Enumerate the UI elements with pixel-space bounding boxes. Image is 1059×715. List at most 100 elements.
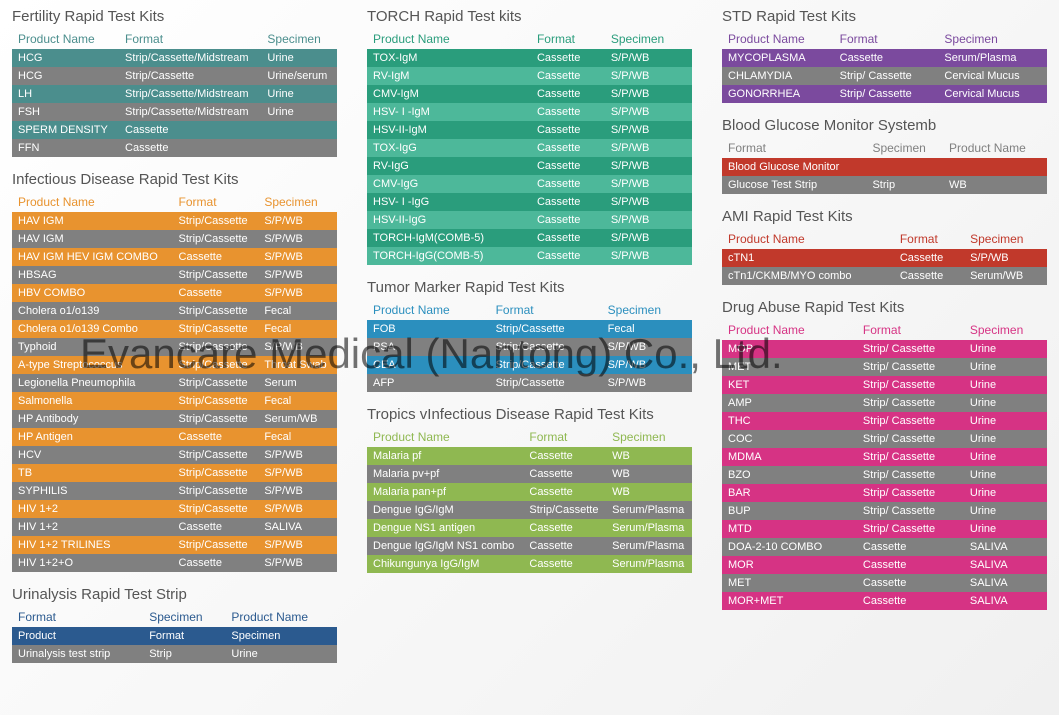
table-row: TOX-IgGCassetteS/P/WB bbox=[367, 139, 692, 157]
table-cell: Cassette bbox=[857, 574, 964, 592]
table-cell: MET bbox=[722, 358, 857, 376]
table-row: HIV 1+2Strip/CassetteS/P/WB bbox=[12, 500, 337, 518]
table-cell: Cassette bbox=[531, 157, 605, 175]
table-cell: Serum/Plasma bbox=[606, 501, 692, 519]
table-cell: Cassette bbox=[531, 139, 605, 157]
table-row: THCStrip/ CassetteUrine bbox=[722, 412, 1047, 430]
col-header: Product Name bbox=[367, 29, 531, 49]
table-cell: Cassette bbox=[531, 67, 605, 85]
table-cell: Strip/Cassette bbox=[490, 374, 602, 392]
table-row: FFNCassette bbox=[12, 139, 337, 157]
col-header: Product Name bbox=[225, 607, 337, 627]
table-cell: Strip/ Cassette bbox=[857, 358, 964, 376]
table-row: MOR+METCassetteSALIVA bbox=[722, 592, 1047, 610]
table-cell: Strip/Cassette bbox=[173, 266, 259, 284]
section-ami: AMI Rapid Test KitsProduct NameFormatSpe… bbox=[722, 208, 1047, 285]
table-cell: Cervical Mucus bbox=[938, 67, 1047, 85]
data-table: Product NameFormatSpecimenMOPStrip/ Cass… bbox=[722, 320, 1047, 610]
table-cell: FFN bbox=[12, 139, 119, 157]
table-cell: Strip/Cassette bbox=[173, 446, 259, 464]
table-cell: Salmonella bbox=[12, 392, 173, 410]
table-cell: RV-IgM bbox=[367, 67, 531, 85]
table-row: MORCassetteSALIVA bbox=[722, 556, 1047, 574]
table-cell: Cassette bbox=[523, 483, 606, 501]
table-cell: Cassette bbox=[531, 211, 605, 229]
table-cell: BZO bbox=[722, 466, 857, 484]
table-cell: Strip/Cassette bbox=[173, 320, 259, 338]
table-cell: Strip/ Cassette bbox=[857, 502, 964, 520]
table-row: BZOStrip/ CassetteUrine bbox=[722, 466, 1047, 484]
section-infectious: Infectious Disease Rapid Test KitsProduc… bbox=[12, 171, 337, 572]
table-cell: Strip/Cassette bbox=[490, 320, 602, 338]
table-cell: Urine bbox=[964, 412, 1047, 430]
table-cell: Strip/ Cassette bbox=[857, 394, 964, 412]
table-row: Blood Glucose Monitor bbox=[722, 158, 1047, 176]
table-cell: Strip/Cassette/Midstream bbox=[119, 85, 261, 103]
table-cell: S/P/WB bbox=[258, 230, 337, 248]
table-cell: HBV COMBO bbox=[12, 284, 173, 302]
table-cell: CHLAMYDIA bbox=[722, 67, 834, 85]
table-row: HAV IGMStrip/CassetteS/P/WB bbox=[12, 212, 337, 230]
table-cell: HCV bbox=[12, 446, 173, 464]
table-cell: Cassette bbox=[531, 229, 605, 247]
table-cell: PSA bbox=[367, 338, 490, 356]
table-cell: Cassette bbox=[531, 121, 605, 139]
table-cell: SALIVA bbox=[964, 574, 1047, 592]
table-cell: S/P/WB bbox=[602, 374, 692, 392]
table-row: TOX-IgMCassetteS/P/WB bbox=[367, 49, 692, 67]
table-cell: Urinalysis test strip bbox=[12, 645, 143, 663]
col-header: Specimen bbox=[258, 192, 337, 212]
col-header: Specimen bbox=[866, 138, 943, 158]
section-glucose: Blood Glucose Monitor SystembFormatSpeci… bbox=[722, 117, 1047, 194]
table-cell: Serum bbox=[258, 374, 337, 392]
table-cell: HSV- I -IgG bbox=[367, 193, 531, 211]
column-2: TORCH Rapid Test kitsProduct NameFormatS… bbox=[367, 8, 692, 677]
table-cell: Cassette bbox=[531, 85, 605, 103]
table-cell: Cassette bbox=[857, 538, 964, 556]
table-cell: Strip/Cassette bbox=[173, 500, 259, 518]
table-row: PSAStrip/CassetteS/P/WB bbox=[367, 338, 692, 356]
table-cell: Cassette bbox=[173, 428, 259, 446]
table-cell: Fecal bbox=[258, 302, 337, 320]
table-cell: S/P/WB bbox=[258, 284, 337, 302]
table-row: Malaria pv+pfCassetteWB bbox=[367, 465, 692, 483]
table-row: ProductFormatSpecimen bbox=[12, 627, 337, 645]
table-cell: MOR+MET bbox=[722, 592, 857, 610]
table-cell: Legionella Pneumophila bbox=[12, 374, 173, 392]
col-header: Specimen bbox=[261, 29, 337, 49]
table-cell: Dengue IgG/IgM bbox=[367, 501, 523, 519]
col-header: Product Name bbox=[367, 427, 523, 447]
table-row: CEAStrip/CassetteS/P/WB bbox=[367, 356, 692, 374]
column-3: STD Rapid Test Kits Product NameFormatSpe… bbox=[722, 8, 1047, 677]
section-title: Tropics vInfectious Disease Rapid Test K… bbox=[367, 406, 692, 423]
table-cell: Cassette bbox=[531, 103, 605, 121]
table-cell: Cassette bbox=[173, 248, 259, 266]
table-cell: BUP bbox=[722, 502, 857, 520]
table-row: CMV-IgGCassetteS/P/WB bbox=[367, 175, 692, 193]
table-cell: cTn1/CKMB/MYO combo bbox=[722, 267, 894, 285]
table-cell: Strip/ Cassette bbox=[857, 376, 964, 394]
table-cell: Strip/Cassette bbox=[490, 356, 602, 374]
table-cell: S/P/WB bbox=[605, 67, 692, 85]
table-row: HBV COMBOCassetteS/P/WB bbox=[12, 284, 337, 302]
table-row: TORCH-IgM(COMB-5)CassetteS/P/WB bbox=[367, 229, 692, 247]
table-cell: Strip/ Cassette bbox=[857, 466, 964, 484]
table-cell: S/P/WB bbox=[964, 249, 1047, 267]
table-cell: Strip/ Cassette bbox=[857, 340, 964, 358]
table-cell: Urine bbox=[964, 376, 1047, 394]
section-title: STD Rapid Test Kits bbox=[722, 8, 1047, 25]
table-cell: Strip/ Cassette bbox=[857, 484, 964, 502]
table-cell: MDMA bbox=[722, 448, 857, 466]
section-urinalysis: Urinalysis Rapid Test StripFormatSpecime… bbox=[12, 586, 337, 663]
table-cell: TOX-IgG bbox=[367, 139, 531, 157]
table-row: Chikungunya IgG/IgMCassetteSerum/Plasma bbox=[367, 555, 692, 573]
table-cell: S/P/WB bbox=[605, 193, 692, 211]
table-cell: Cassette bbox=[523, 447, 606, 465]
table-cell: S/P/WB bbox=[258, 266, 337, 284]
table-cell: Urine bbox=[261, 49, 337, 67]
table-cell: S/P/WB bbox=[605, 85, 692, 103]
table-row: HAV IGMStrip/CassetteS/P/WB bbox=[12, 230, 337, 248]
table-cell: S/P/WB bbox=[258, 338, 337, 356]
table-row: HAV IGM HEV IGM COMBOCassetteS/P/WB bbox=[12, 248, 337, 266]
table-cell: Serum/Plasma bbox=[606, 555, 692, 573]
